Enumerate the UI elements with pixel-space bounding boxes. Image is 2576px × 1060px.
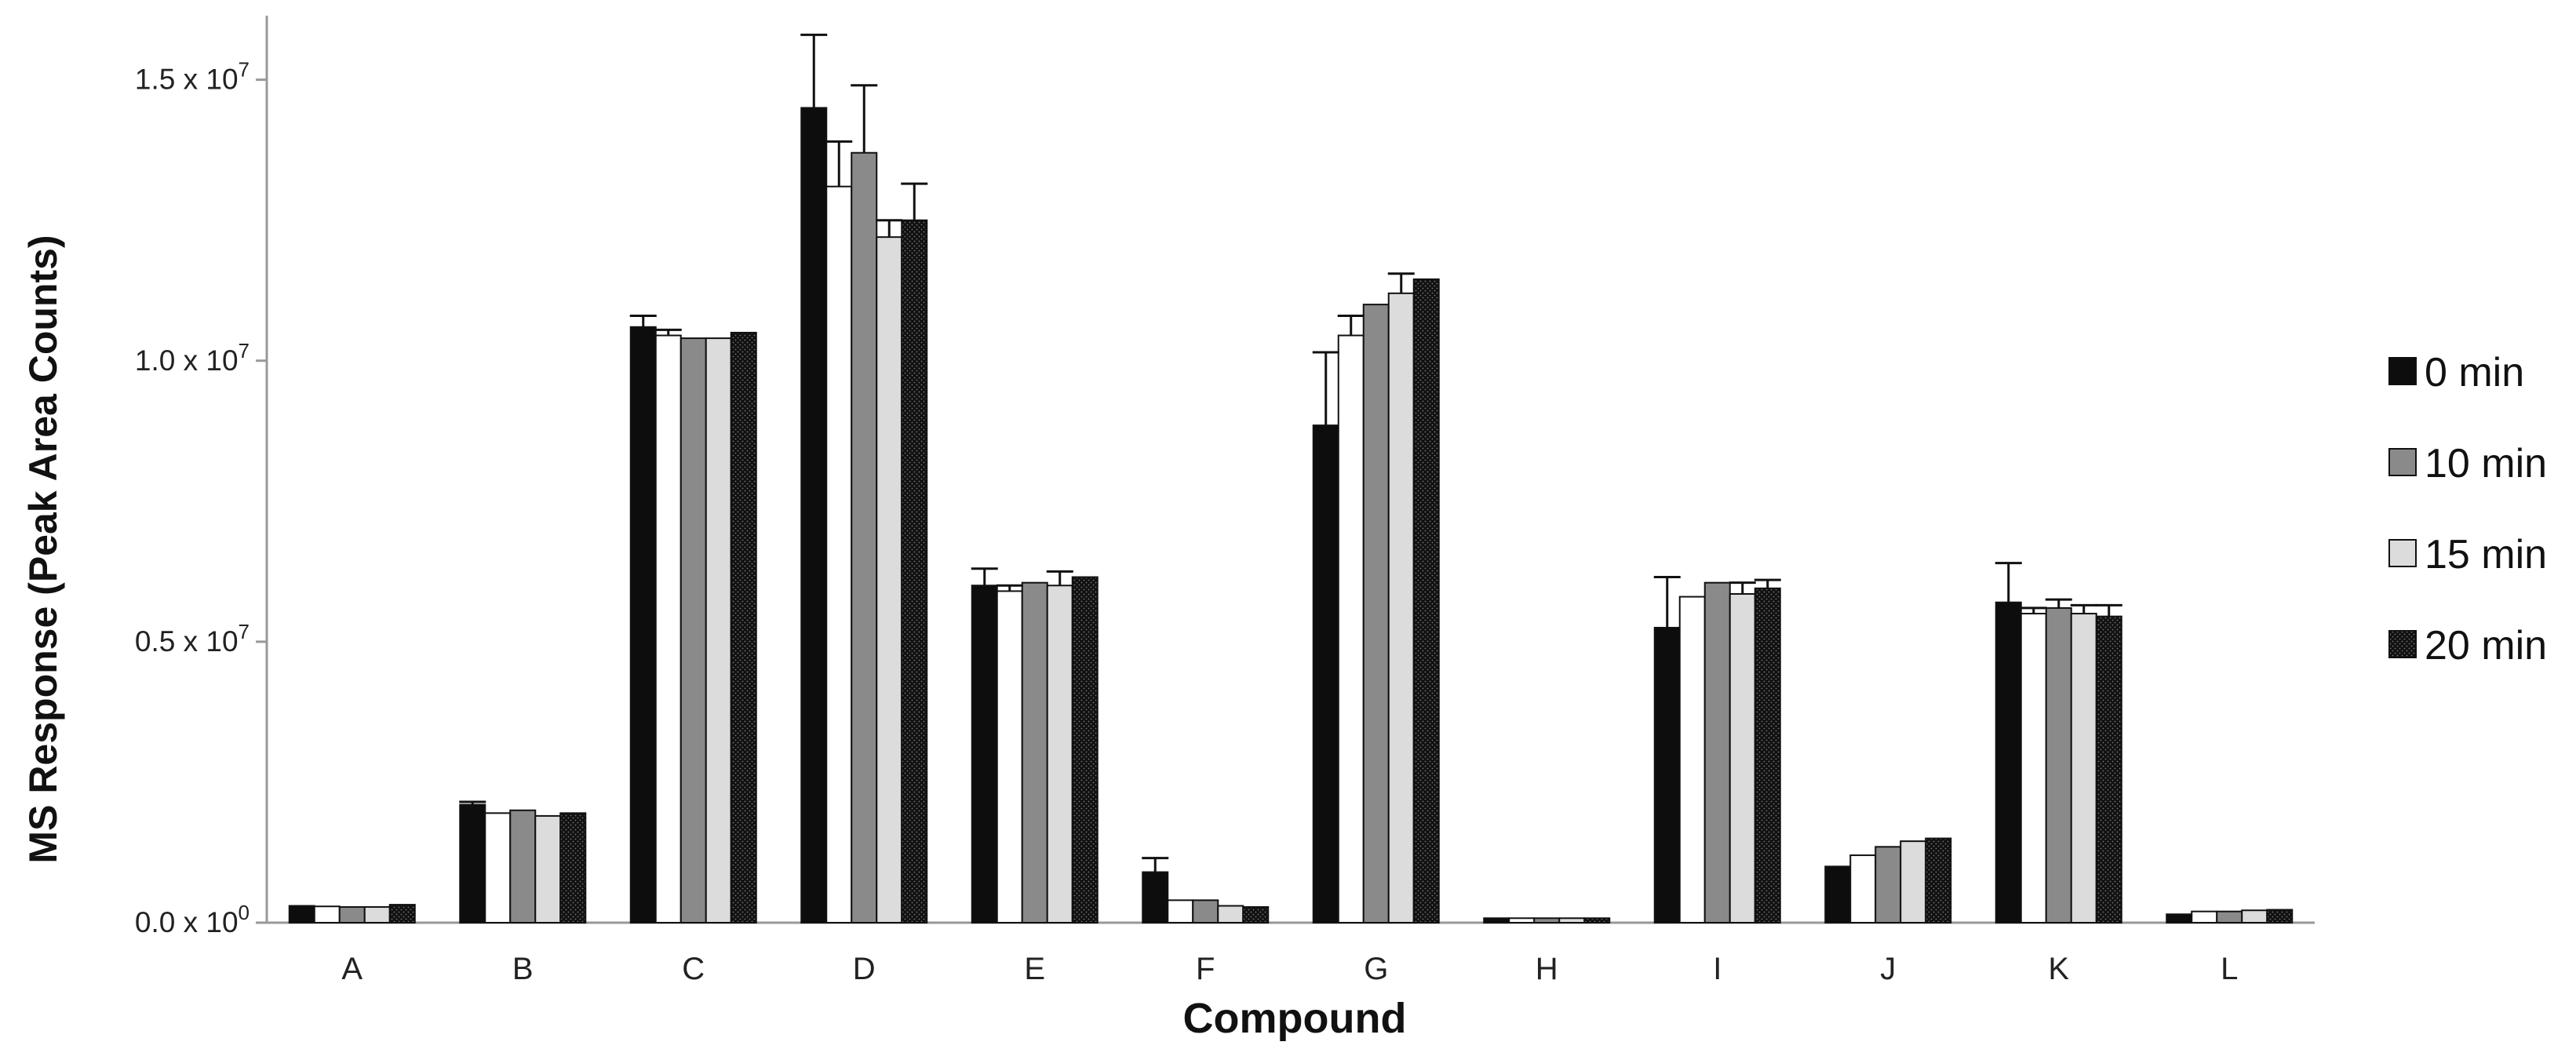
bar-G-15-min (1387, 292, 1415, 923)
bar-D-10-min (851, 151, 878, 924)
bar-C-0-min (629, 326, 657, 923)
bar-H-10-min (1533, 917, 1561, 924)
bar-K-series-1 (2020, 613, 2047, 923)
bar-H-20-min (1583, 917, 1611, 924)
bar-J-20-min (1925, 837, 1952, 923)
x-tick-label: D (853, 952, 876, 986)
x-tick-label: H (1536, 952, 1558, 986)
bar-I-0-min (1653, 626, 1681, 923)
bar-H-0-min (1483, 917, 1510, 924)
bar-C-15-min (705, 337, 732, 924)
y-tick-label: 0.5 x 107 (135, 620, 250, 657)
bar-A-10-min (338, 905, 366, 923)
bar-I-series-1 (1678, 596, 1706, 923)
bar-L-20-min (2266, 909, 2294, 923)
bar-F-0-min (1142, 871, 1169, 923)
x-tick-label: C (682, 952, 705, 986)
bar-B-0-min (459, 803, 486, 924)
x-tick-label: E (1024, 952, 1045, 986)
legend-label: 20 min (2425, 623, 2547, 668)
legend-swatch (2388, 357, 2417, 385)
bar-J-0-min (1824, 865, 1852, 923)
y-tick-label: 0.0 x 100 (135, 901, 250, 938)
bar-I-15-min (1729, 592, 1756, 924)
bar-D-series-1 (825, 185, 853, 923)
bar-C-10-min (680, 337, 707, 924)
bar-I-10-min (1703, 581, 1731, 923)
x-tick-label: J (1880, 952, 1896, 986)
x-tick-label: B (512, 952, 534, 986)
legend-swatch (2388, 539, 2417, 567)
x-tick-label: L (2221, 952, 2238, 986)
category-labels-group: A B C D E F G H I J K L (341, 952, 2238, 986)
axes (256, 16, 2315, 924)
legend-swatch (2388, 630, 2417, 658)
y-tick-label: 1.5 x 107 (135, 58, 250, 96)
x-tick-label: K (2048, 952, 2069, 986)
bar-K-10-min (2045, 606, 2072, 924)
bar-D-20-min (901, 219, 928, 923)
bar-D-0-min (800, 107, 828, 923)
bar-L-15-min (2241, 909, 2268, 924)
bar-G-series-1 (1337, 334, 1365, 923)
legend-swatch (2388, 448, 2417, 476)
x-tick-label: I (1713, 952, 1722, 986)
bar-J-10-min (1875, 846, 1902, 924)
bar-K-0-min (1995, 601, 2022, 923)
bar-G-10-min (1362, 304, 1390, 923)
bar-G-0-min (1312, 424, 1339, 923)
bar-L-0-min (2166, 913, 2193, 923)
legend-label: 15 min (2425, 532, 2547, 577)
bar-E-20-min (1071, 576, 1099, 923)
bar-B-series-1 (484, 812, 512, 924)
bar-L-10-min (2216, 910, 2243, 924)
bar-J-series-1 (1849, 854, 1877, 924)
bar-F-series-1 (1167, 899, 1194, 923)
y-tick-label: 1.0 x 107 (135, 339, 250, 377)
bar-G-20-min (1412, 278, 1440, 923)
tick-labels-group: 0.0 x 100 0.5 x 107 1.0 x 107 1.5 x 107 (135, 58, 250, 938)
bar-D-15-min (876, 236, 903, 923)
bar-K-15-min (2070, 613, 2097, 923)
bar-I-20-min (1754, 587, 1781, 923)
bar-E-15-min (1046, 585, 1073, 923)
bar-E-series-1 (996, 590, 1023, 923)
bar-K-20-min (2095, 615, 2122, 923)
error-bars-group (459, 33, 2122, 872)
bar-A-0-min (288, 905, 315, 923)
bar-H-series-1 (1508, 917, 1536, 924)
bar-A-15-min (363, 905, 391, 923)
x-tick-label: A (341, 952, 363, 986)
bar-L-series-1 (2191, 910, 2218, 924)
legend-label: 0 min (2425, 350, 2524, 395)
bar-F-15-min (1217, 905, 1244, 923)
legend: 0 min 10 min 15 min 20 min (2388, 350, 2547, 668)
bar-J-15-min (1900, 840, 1927, 924)
bar-B-15-min (534, 814, 562, 923)
bar-E-10-min (1021, 581, 1048, 923)
bar-A-20-min (388, 904, 416, 923)
bar-A-series-1 (313, 905, 341, 924)
bar-C-series-1 (654, 334, 682, 923)
bar-H-15-min (1558, 917, 1586, 924)
bar-F-10-min (1192, 899, 1219, 923)
legend-label: 10 min (2425, 441, 2547, 486)
bar-B-20-min (559, 812, 587, 924)
bar-E-0-min (971, 585, 998, 923)
bars-group (288, 107, 2294, 924)
bar-C-20-min (730, 331, 757, 923)
bar-F-20-min (1242, 905, 1270, 923)
x-tick-label: G (1364, 952, 1388, 986)
x-axis-label: Compound (1183, 995, 1407, 1042)
bar-B-10-min (509, 809, 537, 923)
y-axis-label: MS Response (Peak Area Counts) (21, 235, 65, 863)
x-tick-label: F (1196, 952, 1215, 986)
